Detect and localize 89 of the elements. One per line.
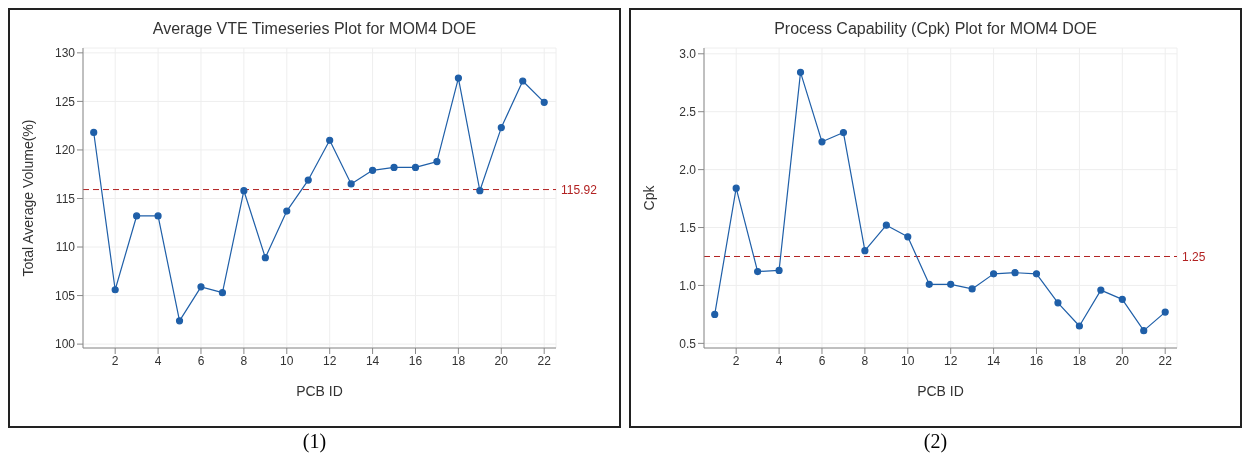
y-tick-label: 2.5 [679, 104, 697, 119]
point [240, 187, 248, 195]
point [304, 176, 312, 184]
x-tick-label: 12 [323, 353, 337, 368]
point [411, 163, 420, 172]
chart-title: Average VTE Timeseries Plot for MOM4 DOE [152, 20, 477, 38]
point [283, 207, 291, 215]
chart-title: Process Capability (Cpk) Plot for MOM4 DOE [774, 20, 1097, 38]
y-tick-label: 125 [54, 94, 76, 109]
x-tick-label: 18 [1072, 353, 1087, 368]
y-tick-label: 0.5 [679, 336, 697, 351]
point [326, 136, 334, 144]
x-tick-label: 10 [901, 353, 915, 368]
x-tick-label: 6 [818, 353, 826, 368]
point [476, 187, 484, 195]
text: (1) [302, 430, 327, 453]
point [968, 285, 976, 293]
x-axis-title: PCB ID [917, 383, 964, 399]
y-tick-label: 1.0 [679, 278, 697, 293]
x-tick-label: 4 [775, 353, 783, 368]
y-tick-label: 115 [55, 191, 76, 206]
x-tick-label: 8 [240, 353, 248, 368]
point [711, 310, 719, 319]
point [497, 124, 505, 132]
x-tick-label: 10 [280, 353, 294, 368]
point [454, 74, 462, 82]
point [1097, 286, 1105, 294]
point [347, 180, 355, 188]
y-tick-label: 2.0 [679, 162, 697, 177]
x-tick-label: 16 [408, 353, 423, 368]
y-tick-label: 105 [54, 288, 76, 303]
point [519, 77, 527, 85]
point [1011, 269, 1019, 277]
point [754, 267, 762, 276]
y-tick-label: 110 [55, 240, 76, 255]
point [839, 128, 848, 137]
point [925, 280, 933, 288]
point [1032, 270, 1041, 278]
x-tick-label: 20 [494, 353, 509, 368]
x-tick-label: 22 [1158, 353, 1173, 368]
point [90, 128, 98, 137]
y-tick-label: 130 [54, 46, 76, 61]
x-tick-label: 20 [1115, 353, 1130, 368]
x-tick-label: 16 [1029, 353, 1044, 368]
point [433, 157, 441, 166]
ref-line-label: 115.92 [561, 182, 598, 197]
point [775, 266, 783, 274]
point [904, 233, 912, 241]
y-axis-title: Cpk [640, 184, 657, 211]
point [732, 184, 740, 192]
point [1161, 308, 1169, 316]
point [1140, 327, 1148, 335]
y-tick-label: 3.0 [679, 47, 697, 62]
point [368, 166, 377, 174]
point [1054, 299, 1062, 307]
y-tick-label: 120 [54, 143, 76, 158]
point [947, 280, 955, 288]
x-tick-label: 12 [944, 353, 958, 368]
x-tick-label: 14 [365, 353, 380, 368]
point [540, 98, 548, 106]
point [197, 283, 205, 291]
point [261, 254, 269, 262]
x-tick-label: 2 [111, 353, 119, 368]
x-tick-label: 2 [732, 353, 740, 368]
x-tick-label: 4 [154, 353, 162, 368]
y-axis-title: Total Average Volume(%) [19, 119, 36, 277]
point [1075, 322, 1083, 330]
x-axis-title: PCB ID [296, 383, 343, 399]
x-tick-label: 8 [861, 353, 869, 368]
x-tick-label: 14 [986, 353, 1001, 368]
point [111, 286, 119, 294]
ref-line-label: 1.25 [1182, 249, 1206, 264]
point [818, 138, 826, 146]
point [796, 68, 805, 76]
point [1118, 295, 1126, 303]
y-tick-label: 100 [54, 337, 76, 352]
point [154, 212, 162, 220]
point [861, 247, 869, 255]
point [882, 221, 890, 229]
x-tick-label: 18 [451, 353, 466, 368]
x-tick-label: 6 [197, 353, 205, 368]
point [175, 317, 184, 325]
point [390, 163, 398, 172]
point [218, 289, 227, 297]
point [133, 212, 141, 220]
point [989, 270, 998, 278]
y-tick-label: 1.5 [679, 220, 697, 235]
x-tick-label: 22 [537, 353, 552, 368]
text: (2) [923, 430, 948, 453]
